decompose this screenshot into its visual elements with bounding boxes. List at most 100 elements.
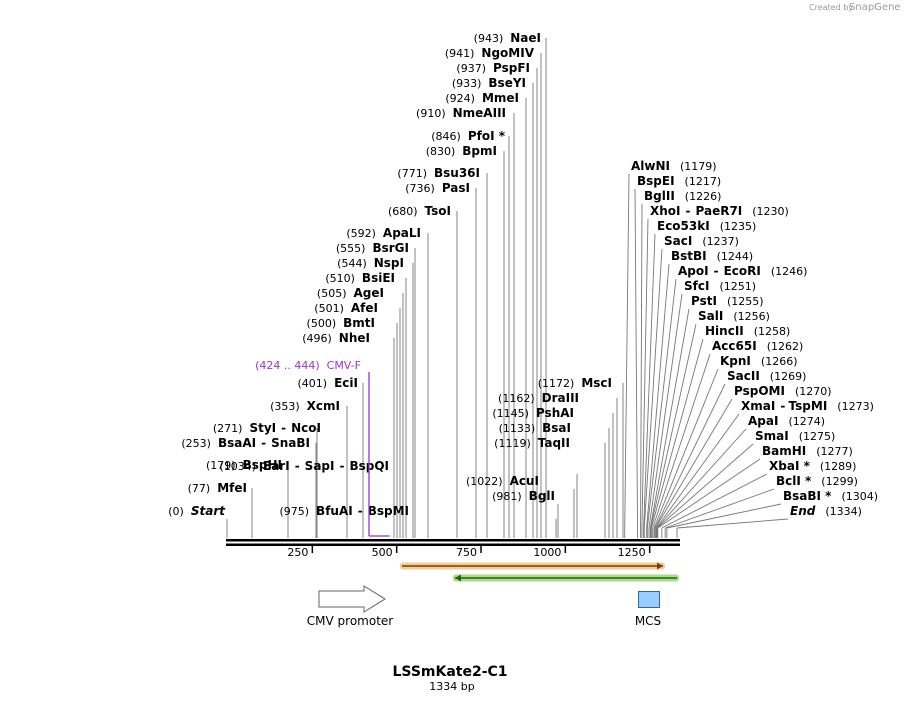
site-bsaai-253-position: (253) — [181, 437, 211, 450]
site-pasi-736-label: (736) PasI — [405, 181, 470, 195]
site-taqii-1119-label: (1119) TaqII — [494, 436, 570, 450]
site-eco53ki-1235-enzyme: Eco53kI — [657, 219, 710, 233]
site-bfuai-975-label: (975) BfuAI - BspMI — [279, 504, 409, 518]
site-eari-1034-dash: - — [295, 459, 300, 473]
site-sali-1256-position: (1256) — [733, 310, 770, 323]
site-eco53ki-1235: Eco53kI (1235) — [657, 219, 756, 233]
backbone-top-strand — [226, 539, 680, 542]
site-bspei-1217-line — [634, 188, 638, 529]
site-psti-1255-label: PstI (1255) — [691, 294, 764, 308]
site-pspomi-1270-label: PspOMI (1270) — [734, 384, 832, 398]
site-bsabi-1304-label: BsaBI * (1304) — [783, 489, 878, 503]
site-bcli-1299-enzyme: BclI * — [776, 474, 812, 488]
site-hincii-1258-position: (1258) — [754, 325, 791, 338]
site-mmei-924-enzyme: MmeI — [482, 91, 519, 105]
site-sali-1256-line — [650, 323, 697, 529]
feature-cmv-promoter-label: CMV promoter — [307, 614, 394, 628]
site-xbai-1289: XbaI * (1289) — [769, 459, 856, 473]
orf-reverse-arrowhead — [455, 574, 461, 582]
site-saci-1237-label: SacI (1237) — [664, 234, 739, 248]
primer-cmv-f-name: CMV-F — [327, 359, 361, 372]
site-sacii-1269-position: (1269) — [770, 370, 807, 383]
site-tsoi-680-enzyme: TsoI — [425, 204, 451, 218]
site-bsabi-1304: BsaBI * (1304) — [783, 489, 878, 503]
site-nspi-544-enzyme: NspI — [374, 256, 404, 270]
site-bcli-1299-label: BclI * (1299) — [776, 474, 858, 488]
site-mmei-924-label: (924) MmeI — [445, 91, 519, 105]
site-xhoi-1230-dash: - — [686, 204, 691, 218]
site-ngomiv-941-label: (941) NgoMIV — [445, 46, 535, 60]
site-bspei-1217-enzyme: BspEI — [637, 174, 675, 188]
sequence-backbone — [226, 539, 680, 546]
site-agei-505-position: (505) — [317, 287, 347, 300]
feature-cmv-promoter: CMV promoter — [307, 585, 394, 628]
primer-cmv-f-label: (424 .. 444) CMV-F — [255, 359, 361, 372]
site-pspomi-1270: PspOMI (1270) — [734, 384, 832, 398]
site-xhoi-1230-enzyme-2: PaeR7I — [696, 204, 743, 218]
site-bstbi-1244-enzyme: BstBI — [671, 249, 707, 263]
site-bspei-1217-label: BspEI (1217) — [637, 174, 721, 188]
feature-mcs-label: MCS — [635, 614, 661, 628]
site-xhoi-1230-position: (1230) — [752, 205, 789, 218]
site-xcmi-353-label: (353) XcmI — [270, 399, 340, 413]
site-ngomiv-941: (941) NgoMIV — [445, 46, 535, 60]
site-xhoi-1230-enzyme: XhoI — [650, 204, 681, 218]
site-apai-1274-enzyme: ApaI — [748, 414, 778, 428]
site-start-0-label: (0) Start — [168, 504, 226, 518]
site-apali-592: (592) ApaLI — [346, 226, 421, 240]
site-bpmi-830: (830) BpmI — [426, 144, 497, 158]
site-smai-1275: SmaI (1275) — [755, 429, 835, 443]
site-sacii-1269-line — [654, 383, 726, 529]
site-acui-1022-label: (1022) AcuI — [466, 474, 539, 488]
site-bmti-500-label: (500) BmtI — [307, 316, 375, 330]
site-bsabi-1304-line — [666, 503, 782, 529]
site-bcli-1299: BclI * (1299) — [776, 474, 858, 488]
site-bamhi-1277: BamHI (1277) — [762, 444, 853, 458]
site-bsphi-179: (179) BspHI — [206, 458, 282, 472]
site-bspei-1217: BspEI (1217) — [637, 174, 721, 188]
site-draiii-1162-position: (1162) — [498, 392, 535, 405]
site-end-1334-enzyme: End — [790, 504, 816, 518]
site-tsoi-680: (680) TsoI — [388, 204, 451, 218]
site-bamhi-1277-enzyme: BamHI — [762, 444, 806, 458]
site-xhoi-1230: XhoI - PaeR7I (1230) — [650, 204, 789, 218]
site-nmeaiii-910-position: (910) — [416, 107, 446, 120]
site-xmai-1273-line — [656, 413, 740, 529]
site-bfuai-975: (975) BfuAI - BspMI — [279, 504, 409, 518]
site-hincii-1258-label: HincII (1258) — [705, 324, 790, 338]
site-bgli-981-label: (981) BglI — [492, 489, 555, 503]
site-afei-501-position: (501) — [314, 302, 344, 315]
site-psti-1255: PstI (1255) — [691, 294, 764, 308]
site-bsaai-253-enzyme: BsaAI — [218, 436, 256, 450]
site-apali-592-label: (592) ApaLI — [346, 226, 421, 240]
site-apoi-1246-label: ApoI - EcoRI (1246) — [678, 264, 807, 278]
site-alwni-1179: AlwNI (1179) — [631, 159, 717, 173]
site-bsaai-253-label: (253) BsaAI - SnaBI — [181, 436, 310, 450]
site-kpni-1266-enzyme: KpnI — [720, 354, 751, 368]
site-alwni-1179-line — [624, 173, 630, 529]
site-apoi-1246: ApoI - EcoRI (1246) — [678, 264, 807, 278]
site-styi-271-label: (271) StyI - NcoI — [213, 421, 321, 435]
site-bgli-981-enzyme: BglI — [529, 489, 555, 503]
site-msci-1172-enzyme: MscI — [581, 376, 612, 390]
site-xhoi-1230-line — [641, 218, 649, 529]
primer-layer: (424 .. 444) CMV-F — [255, 359, 390, 537]
site-saci-1237-enzyme: SacI — [664, 234, 692, 248]
site-acc65i-1262-enzyme: Acc65I — [712, 339, 757, 353]
site-sfci-1251-label: SfcI (1251) — [684, 279, 756, 293]
site-msci-1172: (1172) MscI — [538, 376, 612, 390]
ruler-ticks: 250 500 750 1000 1250 — [287, 546, 651, 559]
site-bfuai-975-dash: - — [358, 504, 363, 518]
site-saci-1237-line — [643, 248, 663, 529]
site-bsphi-179-enzyme: BspHI — [243, 458, 282, 472]
site-bmti-500-enzyme: BmtI — [343, 316, 375, 330]
site-labels: (0) Start(77) MfeI(179) BspHI(253) BsaAI - Sna… — [168, 31, 878, 518]
site-bseyi-933-enzyme: BseYI — [488, 76, 526, 90]
site-afei-501-label: (501) AfeI — [314, 301, 378, 315]
site-bglii-1226-line — [640, 203, 643, 529]
site-xmai-1273: XmaI - TspMI (1273) — [741, 399, 874, 413]
site-saci-1237-position: (1237) — [702, 235, 739, 248]
site-xhoi-1230-label: XhoI - PaeR7I (1230) — [650, 204, 789, 218]
site-bfuai-975-enzyme: BfuAI — [316, 504, 353, 518]
site-psti-1255-enzyme: PstI — [691, 294, 717, 308]
